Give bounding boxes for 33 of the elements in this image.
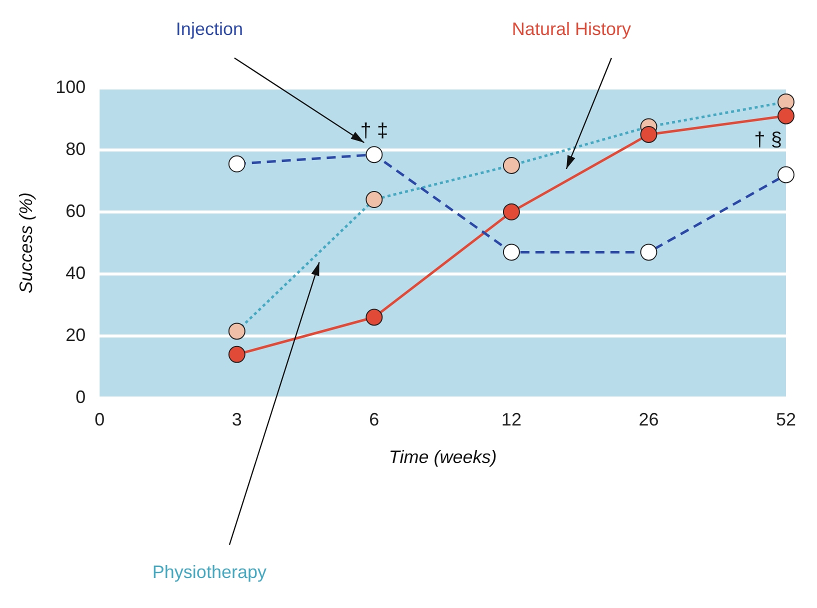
x-tick-label: 12	[501, 410, 522, 430]
x-tick-label: 6	[369, 410, 380, 430]
point	[777, 166, 794, 184]
point	[640, 244, 658, 261]
point	[228, 322, 246, 340]
text: Physiotherapy	[152, 562, 266, 582]
point	[502, 244, 520, 261]
x-axis-title: Time (weeks)	[388, 447, 497, 468]
text: Natural History	[512, 18, 631, 39]
point	[228, 155, 246, 172]
point	[366, 191, 383, 208]
point	[502, 203, 520, 220]
y-tick-label: 20	[66, 324, 86, 345]
y-axis-title: Success (%)	[16, 192, 36, 294]
point	[777, 107, 794, 124]
x-tick-label: 26	[638, 410, 659, 430]
x-tick-label: 0	[94, 410, 105, 430]
point	[366, 308, 383, 326]
text: Injection	[176, 18, 243, 39]
y-tick-label: 100	[56, 76, 86, 97]
point	[777, 93, 794, 110]
x-tick-label: 3	[232, 410, 242, 430]
y-tick-label: 60	[66, 200, 86, 221]
y-tick-label: 0	[76, 386, 86, 407]
point	[640, 126, 658, 143]
point	[228, 346, 246, 363]
annotation: † §	[754, 129, 782, 152]
y-tick-label: 80	[66, 138, 86, 159]
y-tick-label: 40	[66, 262, 86, 283]
x-tick-label: 52	[776, 410, 796, 430]
point	[502, 156, 520, 174]
point	[366, 146, 383, 164]
annotation: † ‡	[360, 120, 388, 142]
